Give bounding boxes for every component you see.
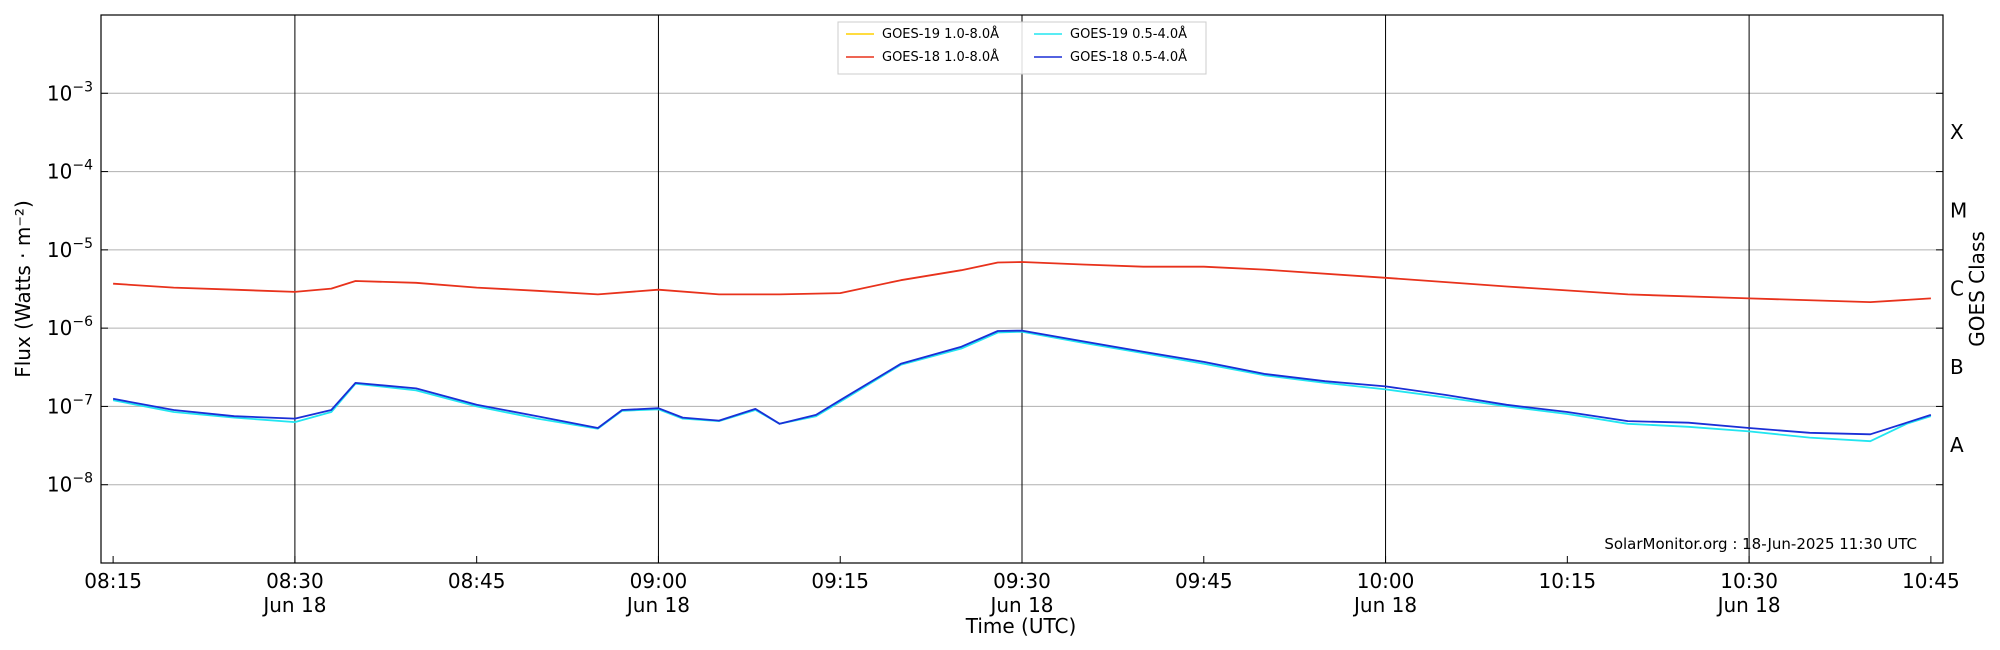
legend-label: GOES-19 0.5-4.0Å	[1070, 26, 1187, 42]
x-tick-label: 08:15	[84, 569, 142, 593]
y-axis-title: Flux (Watts · m⁻²)	[11, 200, 35, 378]
x-axis-title: Time (UTC)	[965, 614, 1077, 638]
x-tick-label: 09:15	[811, 569, 869, 593]
x-tick-date-label: Jun 18	[261, 593, 326, 617]
x-tick-date-label: Jun 18	[625, 593, 690, 617]
x-tick-label: 10:45	[1902, 569, 1960, 593]
x-tick-date-label: Jun 18	[1352, 593, 1417, 617]
x-tick-label: 09:45	[1175, 569, 1233, 593]
series-line-3	[112, 329, 1932, 436]
goes-class-label: A	[1950, 433, 1964, 457]
x-tick-label: 09:30	[993, 569, 1051, 593]
goes-class-label: B	[1950, 355, 1964, 379]
goes-class-label: M	[1950, 198, 1967, 222]
legend: GOES-19 1.0-8.0Å GOES-18 1.0-8.0Å GOES-19 …	[837, 21, 1207, 75]
credit-text: SolarMonitor.org : 18-Jun-2025 11:30 UTC	[1604, 535, 1917, 553]
y-tick-label: 10−8	[47, 471, 93, 497]
series-line-2	[113, 261, 1931, 304]
y-axis-right-title: GOES Class	[1965, 231, 1989, 347]
y-tick-label: 10−4	[47, 158, 93, 184]
legend-label: GOES-18 0.5-4.0Å	[1070, 49, 1187, 65]
x-tick-label: 10:15	[1539, 569, 1597, 593]
series-layer	[112, 261, 1932, 443]
grid-layer	[101, 15, 1943, 563]
legend-label: GOES-19 1.0-8.0Å	[882, 26, 999, 42]
y-tick-label: 10−6	[47, 314, 93, 340]
x-tick-label: 10:00	[1357, 569, 1415, 593]
y-tick-label: 10−7	[47, 392, 93, 418]
x-tick-date-label: Jun 18	[988, 593, 1053, 617]
x-tick-label: 08:45	[448, 569, 506, 593]
x-tick-label: 10:30	[1720, 569, 1778, 593]
y-tick-label: 10−5	[47, 236, 93, 262]
y-tick-label: 10−3	[47, 79, 93, 105]
x-tick-label: 09:00	[630, 569, 688, 593]
series-line-1	[112, 330, 1932, 443]
x-tick-date-label: Jun 18	[1716, 593, 1781, 617]
x-tick-label: 08:30	[266, 569, 324, 593]
goes-class-label: C	[1950, 277, 1964, 301]
legend-label: GOES-18 1.0-8.0Å	[882, 49, 999, 65]
goes-class-label: X	[1950, 120, 1964, 144]
